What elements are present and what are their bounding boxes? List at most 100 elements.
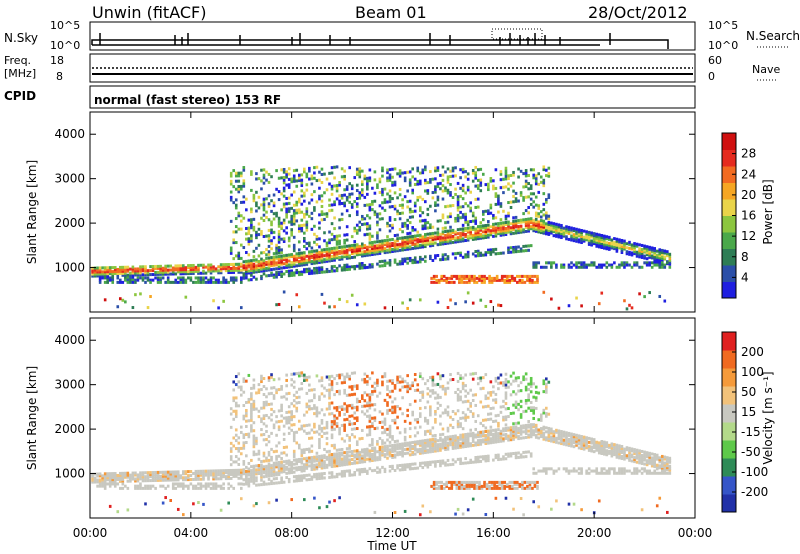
heat-cell (234, 460, 238, 464)
heat-cell (481, 253, 485, 257)
heat-cell (348, 256, 351, 260)
heat-cell (292, 415, 296, 419)
heat-cell (436, 300, 440, 304)
heat-cell (533, 274, 537, 278)
heat-cell (355, 170, 359, 174)
heat-cell (335, 165, 339, 169)
heat-cell (305, 207, 309, 211)
heat-cell (618, 238, 621, 242)
heat-cell (350, 433, 354, 437)
heat-cell (277, 198, 281, 202)
heat-cell (408, 453, 412, 457)
heat-cell (144, 471, 147, 475)
heat-cell (335, 424, 339, 428)
heat-cell (333, 256, 336, 260)
heat-cell (330, 463, 334, 467)
heat-cell (292, 222, 296, 226)
heat-cell (305, 188, 309, 192)
heat-cell (292, 209, 296, 213)
heat-cell (492, 224, 495, 228)
heat-cell (245, 454, 248, 458)
heat-cell (270, 199, 273, 203)
heat-cell (124, 475, 127, 479)
heat-cell (587, 242, 591, 246)
heat-cell (330, 249, 334, 253)
heat-cell (292, 271, 296, 275)
heat-cell (174, 474, 178, 478)
heat-cell (207, 265, 210, 269)
heat-cell (459, 251, 462, 255)
heat-cell (623, 247, 626, 251)
heat-cell (345, 456, 349, 460)
heat-cell (658, 252, 662, 256)
heat-cell (418, 245, 422, 249)
heat-cell (204, 280, 208, 284)
heat-cell (618, 263, 621, 267)
heat-cell (411, 444, 415, 448)
heat-cell (388, 427, 392, 431)
heat-cell (434, 441, 437, 445)
heat-cell (192, 486, 195, 490)
heat-cell (310, 464, 314, 468)
heat-cell (455, 274, 459, 278)
heat-cell (182, 513, 185, 517)
heat-cell (323, 456, 326, 460)
heat-cell (358, 468, 362, 472)
heat-cell (403, 419, 407, 423)
heat-cell (146, 479, 150, 483)
heat-cell (287, 236, 291, 240)
heat-cell (393, 249, 397, 253)
heat-cell (532, 168, 536, 172)
heat-cell (469, 444, 472, 448)
heat-cell (388, 408, 392, 412)
heat-cell (650, 246, 654, 250)
heat-cell (313, 457, 316, 461)
heat-cell (421, 393, 425, 397)
heat-cell (542, 202, 546, 206)
heat-cell (219, 271, 223, 275)
heat-cell (343, 253, 346, 257)
heat-cell (184, 472, 188, 476)
heat-cell (280, 480, 283, 484)
heat-cell (454, 440, 457, 444)
heat-cell (426, 189, 430, 193)
heat-cell (292, 423, 296, 427)
heat-cell (335, 472, 339, 476)
heat-cell (497, 232, 500, 236)
heat-cell (267, 462, 271, 466)
heat-cell (313, 406, 316, 410)
heat-cell (219, 469, 223, 473)
heat-cell (242, 414, 246, 418)
heat-cell (459, 374, 462, 378)
heat-cell (255, 452, 258, 456)
heat-cell (658, 256, 662, 260)
heat-cell (431, 225, 435, 229)
heat-cell (476, 460, 480, 464)
heat-cell (519, 218, 523, 222)
heat-cell (429, 410, 432, 414)
heat-cell (459, 424, 462, 428)
heat-cell (96, 268, 99, 272)
heat-cell (464, 394, 467, 398)
heat-cell (406, 205, 409, 209)
heat-cell (396, 243, 399, 247)
heat-cell (353, 255, 357, 259)
heat-cell (207, 278, 210, 282)
heat-cell (320, 376, 324, 380)
heat-cell (532, 200, 536, 204)
heat-cell (310, 449, 314, 453)
heat-cell (265, 197, 268, 201)
heat-cell (300, 226, 304, 230)
heat-cell (262, 213, 266, 217)
heat-cell (454, 219, 457, 223)
heat-cell (456, 440, 460, 444)
heat-cell (466, 220, 470, 224)
heat-cell (272, 465, 276, 469)
heat-cell (260, 251, 263, 255)
heat-cell (338, 376, 341, 380)
heat-cell (476, 439, 480, 443)
heat-cell (348, 454, 351, 458)
heat-cell (108, 276, 112, 280)
heat-cell (519, 247, 523, 251)
heat-cell (313, 467, 316, 471)
